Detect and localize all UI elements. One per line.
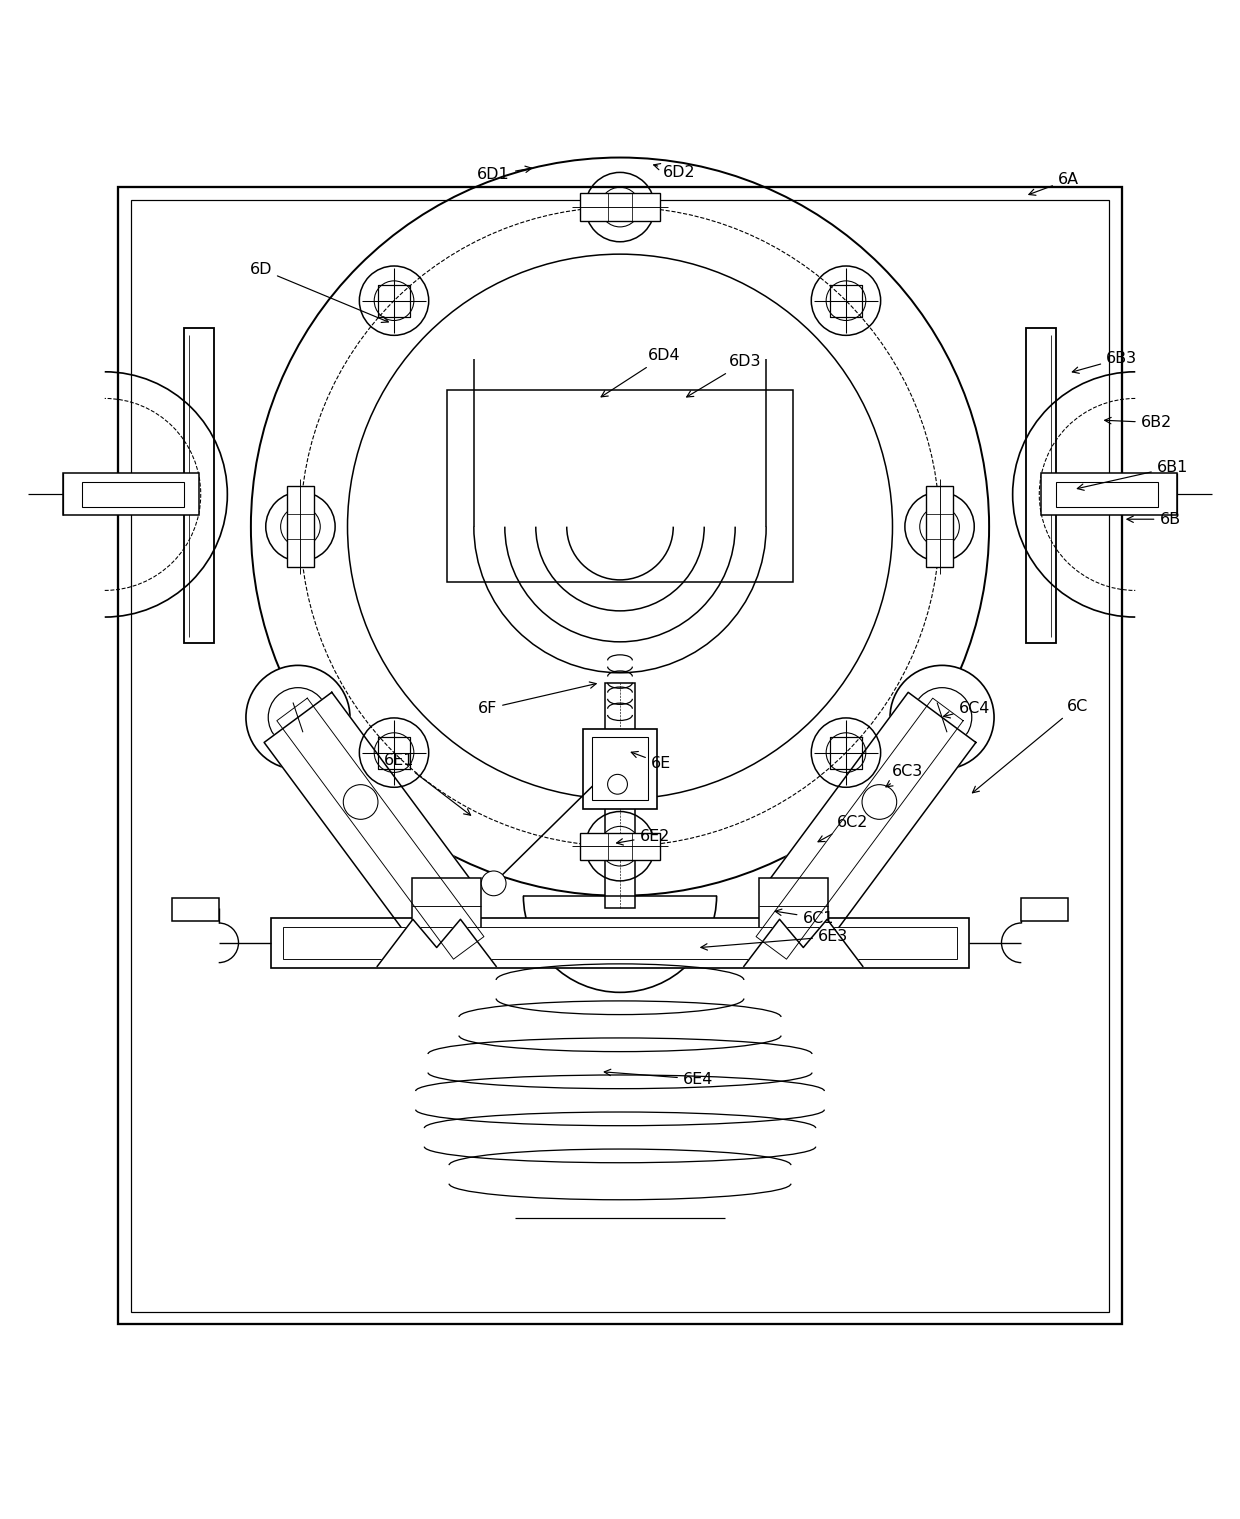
Text: 6F: 6F — [477, 682, 596, 717]
Text: 6E3: 6E3 — [701, 930, 848, 949]
Text: 6D: 6D — [249, 261, 388, 322]
Text: 6B3: 6B3 — [1073, 351, 1137, 374]
Bar — [412, 878, 481, 931]
Bar — [605, 682, 635, 908]
Text: 6B2: 6B2 — [1105, 415, 1172, 430]
Circle shape — [481, 870, 506, 896]
Bar — [63, 474, 198, 515]
Text: 6D1: 6D1 — [477, 166, 532, 182]
Bar — [926, 486, 954, 567]
Text: 6B1: 6B1 — [1078, 460, 1188, 491]
Bar — [1027, 328, 1056, 643]
Bar — [446, 390, 794, 582]
Polygon shape — [760, 693, 976, 943]
Bar — [759, 878, 828, 931]
Bar — [580, 193, 660, 220]
Polygon shape — [377, 919, 496, 966]
Circle shape — [268, 688, 327, 747]
Circle shape — [343, 785, 378, 819]
Circle shape — [862, 785, 897, 819]
Text: 6D4: 6D4 — [601, 348, 681, 396]
Text: 6E4: 6E4 — [604, 1069, 713, 1086]
Circle shape — [246, 665, 350, 770]
Bar — [82, 482, 184, 507]
Text: 6D2: 6D2 — [653, 164, 696, 179]
Text: 6D3: 6D3 — [687, 354, 761, 396]
Bar — [580, 832, 660, 860]
Text: 6E2: 6E2 — [616, 829, 670, 845]
Circle shape — [890, 665, 994, 770]
Polygon shape — [744, 919, 863, 966]
Bar — [1022, 898, 1069, 921]
Text: 6A: 6A — [1029, 172, 1079, 196]
Text: 6C3: 6C3 — [885, 764, 923, 787]
Bar — [118, 187, 1122, 1325]
Bar — [270, 917, 970, 968]
Bar — [591, 737, 649, 801]
Text: 6E: 6E — [631, 752, 671, 770]
Bar — [286, 486, 314, 567]
Bar — [1056, 482, 1158, 507]
Text: 6B: 6B — [1127, 512, 1180, 527]
Bar — [1042, 474, 1177, 515]
Text: 6C4: 6C4 — [944, 702, 990, 718]
Text: 6C1: 6C1 — [775, 908, 835, 925]
Bar — [171, 898, 218, 921]
Circle shape — [608, 775, 627, 794]
Bar — [583, 729, 657, 810]
Text: 6C2: 6C2 — [818, 816, 868, 842]
Bar — [184, 328, 213, 643]
Bar — [130, 199, 1110, 1312]
Polygon shape — [264, 693, 480, 943]
Text: 6E1: 6E1 — [384, 753, 471, 816]
Bar — [283, 927, 957, 958]
Circle shape — [913, 688, 972, 747]
Text: 6C: 6C — [972, 699, 1087, 793]
